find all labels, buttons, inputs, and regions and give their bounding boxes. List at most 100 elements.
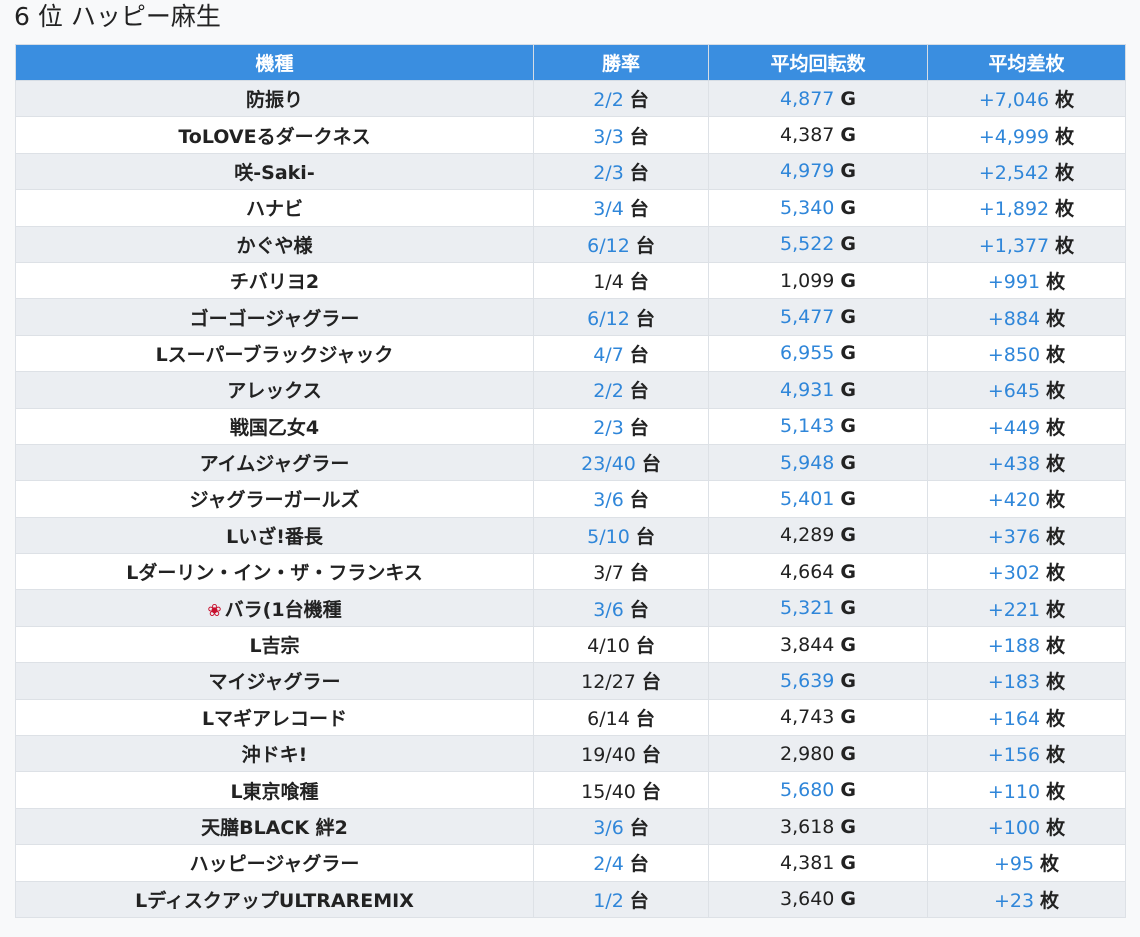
medals-unit: 枚 xyxy=(1046,343,1066,366)
avg-spins-value[interactable]: 5,639 xyxy=(779,669,835,692)
avg-diff-cell: +645 枚 xyxy=(927,371,1126,409)
table-row: L吉宗 4/10 台 3,844 G +188 枚 xyxy=(15,625,1126,664)
win-rate-value[interactable]: 2/3 xyxy=(593,161,624,184)
medals-unit: 枚 xyxy=(1040,889,1060,912)
win-rate-value[interactable]: 5/10 xyxy=(587,525,630,548)
header-model[interactable]: 機種 xyxy=(15,44,534,81)
win-rate-value[interactable]: 3/4 xyxy=(593,198,624,221)
avg-spins-cell: 4,877 G xyxy=(708,79,928,118)
table-row: ゴーゴージャグラー 6/12 台 5,477 G +884 枚 xyxy=(15,298,1126,336)
medals-unit: 枚 xyxy=(1055,125,1075,148)
avg-diff-value[interactable]: +100 xyxy=(987,817,1041,839)
header-avg-spins[interactable]: 平均回転数 xyxy=(708,44,928,81)
avg-spins-value[interactable]: 5,143 xyxy=(779,415,835,438)
avg-diff-value[interactable]: +302 xyxy=(987,562,1041,585)
win-rate-cell: 3/7 台 xyxy=(533,553,709,591)
avg-diff-value[interactable]: +110 xyxy=(987,780,1041,803)
model-name: Lスーパーブラックジャック xyxy=(155,343,394,366)
avg-spins-value[interactable]: 5,680 xyxy=(779,779,835,802)
avg-diff-value[interactable]: +1,892 xyxy=(978,198,1050,221)
win-rate-value[interactable]: 2/3 xyxy=(593,416,624,439)
win-rate-value[interactable]: 2/2 xyxy=(593,89,624,112)
avg-spins-value[interactable]: 5,321 xyxy=(779,597,835,620)
model-cell: L東京喰種 xyxy=(15,771,534,809)
avg-diff-value[interactable]: +438 xyxy=(987,453,1041,476)
avg-spins-value[interactable]: 5,948 xyxy=(779,451,835,474)
avg-diff-value[interactable]: +183 xyxy=(987,671,1041,694)
avg-diff-value[interactable]: +23 xyxy=(993,889,1035,912)
avg-spins-value[interactable]: 6,955 xyxy=(779,342,835,365)
win-rate-value[interactable]: 2/2 xyxy=(593,380,624,403)
win-rate-value[interactable]: 23/40 xyxy=(581,453,636,476)
table-body: 防振り 2/2 台 4,877 G +7,046 枚 ToLOVEるダークネス 3/3 台 4,38… xyxy=(15,79,1126,918)
medals-unit: 枚 xyxy=(1046,817,1066,839)
avg-spins-cell: 5,680 G xyxy=(708,771,928,809)
win-rate-value[interactable]: 4/7 xyxy=(593,343,624,366)
avg-spins-value[interactable]: 5,522 xyxy=(779,233,835,256)
avg-diff-value[interactable]: +221 xyxy=(987,598,1041,621)
win-rate-value[interactable]: 3/6 xyxy=(593,598,624,621)
avg-diff-cell: +2,542 枚 xyxy=(927,152,1126,191)
games-unit: G xyxy=(840,669,856,692)
win-rate-value[interactable]: 6/12 xyxy=(587,307,630,330)
avg-spins-value[interactable]: 5,401 xyxy=(779,487,835,510)
avg-spins-value[interactable]: 5,340 xyxy=(779,196,835,219)
avg-diff-value[interactable]: +420 xyxy=(987,489,1041,512)
model-cell: チバリヨ2 xyxy=(15,261,534,300)
model-name: 防振り xyxy=(245,89,303,112)
avg-diff-value[interactable]: +95 xyxy=(993,853,1035,876)
games-unit: G xyxy=(840,706,856,729)
avg-spins-cell: 5,143 G xyxy=(708,407,928,445)
medals-unit: 枚 xyxy=(1046,598,1066,621)
avg-diff-value[interactable]: +991 xyxy=(987,271,1041,294)
avg-diff-value[interactable]: +188 xyxy=(987,635,1041,658)
model-cell: マイジャグラー xyxy=(15,662,534,700)
model-name: 戦国乙女4 xyxy=(229,416,320,439)
model-cell: アレックス xyxy=(15,371,534,409)
avg-spins-value[interactable]: 4,979 xyxy=(779,160,835,183)
avg-diff-value[interactable]: +4,999 xyxy=(978,125,1050,148)
win-rate-cell: 6/14 台 xyxy=(533,698,709,737)
win-rate-cell: 6/12 台 xyxy=(533,225,709,263)
table-row: ❀ バラ(1台機種 3/6 台 5,321 G +221 枚 xyxy=(15,589,1126,627)
avg-diff-value[interactable]: +164 xyxy=(987,707,1041,730)
table-row: 天膳BLACK 絆2 3/6 台 3,618 G +100 枚 xyxy=(15,807,1126,846)
avg-spins-cell: 5,477 G xyxy=(708,298,928,336)
win-rate-value[interactable]: 6/12 xyxy=(587,234,630,257)
header-avg-diff[interactable]: 平均差枚 xyxy=(927,44,1126,81)
win-rate-value: 12/27 xyxy=(581,671,636,694)
avg-spins-cell: 4,664 G xyxy=(708,553,928,591)
win-rate-value[interactable]: 3/6 xyxy=(593,489,624,512)
avg-diff-value[interactable]: +376 xyxy=(987,525,1041,548)
avg-diff-value[interactable]: +1,377 xyxy=(978,234,1050,257)
win-rate-value[interactable]: 2/4 xyxy=(593,853,624,876)
avg-spins-value: 3,844 xyxy=(779,633,835,656)
win-rate-value[interactable]: 3/3 xyxy=(593,125,624,148)
avg-diff-value[interactable]: +645 xyxy=(987,380,1041,403)
avg-diff-value[interactable]: +2,542 xyxy=(978,161,1050,184)
header-win-rate[interactable]: 勝率 xyxy=(533,44,709,81)
win-rate-value[interactable]: 1/2 xyxy=(593,889,624,912)
win-rate-value[interactable]: 3/6 xyxy=(593,817,624,839)
store-name: ハッピー麻生 xyxy=(70,2,221,31)
win-rate-cell: 2/3 台 xyxy=(533,407,709,445)
avg-spins-value[interactable]: 5,477 xyxy=(779,306,835,329)
model-cell: ハナビ xyxy=(15,189,534,227)
avg-diff-value[interactable]: +449 xyxy=(987,416,1041,439)
table-row: アレックス 2/2 台 4,931 G +645 枚 xyxy=(15,371,1126,409)
games-unit: G xyxy=(840,633,856,656)
games-unit: G xyxy=(840,851,856,874)
table-row: Lダーリン・イン・ザ・フランキス 3/7 台 4,664 G +302 枚 xyxy=(15,553,1126,591)
win-rate-value: 1/4 xyxy=(593,271,624,294)
medals-unit: 枚 xyxy=(1046,307,1066,330)
avg-diff-value[interactable]: +156 xyxy=(987,744,1041,767)
model-cell: 防振り xyxy=(15,79,534,118)
avg-diff-value[interactable]: +7,046 xyxy=(978,89,1050,112)
model-name: ハッピージャグラー xyxy=(189,853,360,876)
avg-spins-value[interactable]: 4,931 xyxy=(779,378,835,401)
games-unit: G xyxy=(840,451,856,474)
avg-diff-value[interactable]: +884 xyxy=(987,307,1041,330)
avg-diff-value[interactable]: +850 xyxy=(987,343,1041,366)
avg-spins-value[interactable]: 4,877 xyxy=(779,87,835,110)
win-rate-value: 19/40 xyxy=(581,744,636,767)
